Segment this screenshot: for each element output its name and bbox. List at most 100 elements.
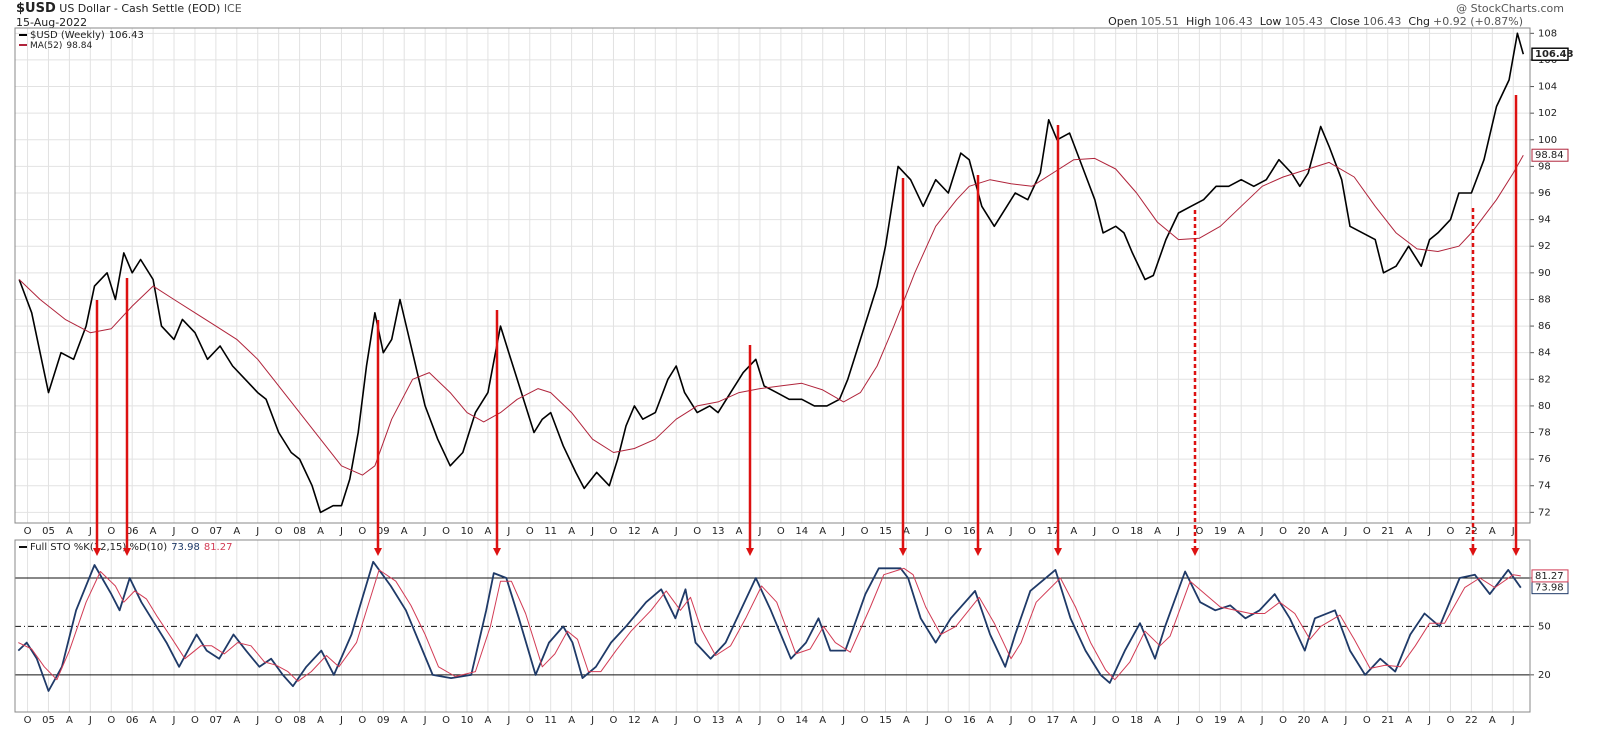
x-tick-label: A (652, 715, 659, 726)
x-tick-label: A (1322, 715, 1329, 726)
quote-label: Low (1259, 15, 1282, 28)
x-tick-label: J (1092, 715, 1096, 726)
x-tick-label: J (590, 526, 594, 537)
y-tick-label: 88 (1538, 294, 1551, 305)
x-tick-label: 19 (1214, 526, 1227, 537)
x-tick-label: O (1028, 715, 1036, 726)
y-tick-label: 78 (1538, 428, 1551, 439)
x-tick-label: O (693, 526, 701, 537)
last-value-tag (1531, 569, 1569, 583)
x-tick-label: O (1447, 526, 1455, 537)
x-tick-label: J (339, 715, 343, 726)
x-tick-label: 06 (126, 526, 139, 537)
quote-value: 106.43 (1362, 15, 1402, 28)
legend-name: MA(52) (30, 41, 62, 51)
x-tick-label: O (191, 526, 199, 537)
x-tick-label: J (757, 715, 761, 726)
x-tick-label: A (233, 526, 240, 537)
x-tick-label: A (1238, 715, 1245, 726)
symbol: $USD (16, 1, 56, 16)
x-tick-label: J (674, 715, 678, 726)
quote-value: 105.51 (1140, 15, 1179, 28)
y-tick-label: 94 (1538, 215, 1551, 226)
x-tick-label: J (88, 526, 92, 537)
indicator-title: Full STO %K(12,15) %D(10) 73.98 81.27 (30, 542, 232, 553)
x-tick-label: 06 (126, 715, 139, 726)
x-tick-label: O (777, 526, 785, 537)
quote-value: 106.43 (1214, 15, 1253, 28)
x-tick-label: O (526, 526, 534, 537)
y-tick-label: 50 (1538, 621, 1551, 632)
y-tick-label: 104 (1538, 82, 1557, 93)
x-tick-label: A (66, 526, 73, 537)
y-tick-label: 102 (1538, 108, 1557, 119)
x-tick-label: 07 (210, 715, 223, 726)
x-tick-label: A (484, 715, 491, 726)
indicator-last: 73.98 (171, 542, 200, 553)
x-tick-label: A (736, 715, 743, 726)
quote-label: Close (1329, 15, 1360, 28)
x-tick-label: A (1070, 715, 1077, 726)
quote-label: Chg (1408, 15, 1431, 28)
legend-last: 106.43 (109, 30, 144, 41)
x-tick-label: O (1279, 526, 1287, 537)
x-tick-label: J (1260, 526, 1264, 537)
x-tick-label: A (1405, 526, 1412, 537)
x-tick-label: J (1176, 526, 1180, 537)
quote-label: Open (1108, 15, 1138, 28)
x-tick-label: J (255, 715, 259, 726)
x-tick-label: 15 (879, 526, 892, 537)
quote-label: High (1185, 15, 1212, 28)
x-tick-label: O (610, 526, 618, 537)
x-tick-label: J (172, 715, 176, 726)
x-tick-label: A (150, 526, 157, 537)
x-tick-label: O (861, 715, 869, 726)
x-tick-label: A (317, 715, 324, 726)
x-tick-label: O (610, 715, 618, 726)
x-tick-label: O (1112, 715, 1120, 726)
x-tick-label: 07 (210, 526, 223, 537)
y-tick-label: 20 (1538, 670, 1551, 681)
x-tick-label: O (1028, 526, 1036, 537)
x-tick-label: J (1009, 715, 1013, 726)
x-tick-label: O (1112, 526, 1120, 537)
x-tick-label: A (987, 526, 994, 537)
plot-frame (14, 539, 1531, 713)
x-tick-label: J (172, 526, 176, 537)
x-tick-label: O (275, 526, 283, 537)
x-tick-label: 21 (1381, 715, 1394, 726)
last-value-label: 81.27 (1535, 571, 1564, 582)
x-tick-label: J (1511, 715, 1515, 726)
x-tick-label: 17 (1047, 526, 1060, 537)
x-tick-label: O (191, 715, 199, 726)
x-tick-label: A (1322, 526, 1329, 537)
x-tick-label: J (1511, 526, 1515, 537)
y-tick-label: 84 (1538, 348, 1551, 359)
y-tick-label: 82 (1538, 374, 1551, 385)
x-tick-label: O (1363, 526, 1371, 537)
x-tick-label: O (693, 715, 701, 726)
x-tick-label: 22 (1465, 526, 1478, 537)
x-tick-label: O (24, 715, 32, 726)
x-tick-label: O (1195, 526, 1203, 537)
x-tick-label: 14 (795, 715, 808, 726)
x-tick-label: O (1279, 715, 1287, 726)
x-tick-label: O (24, 526, 32, 537)
y-tick-label: 96 (1538, 188, 1551, 199)
x-tick-label: 11 (544, 715, 557, 726)
x-tick-label: J (339, 526, 343, 537)
x-tick-label: O (1195, 715, 1203, 726)
annotation-arrows (93, 95, 1520, 556)
x-tick-label: 19 (1214, 715, 1227, 726)
quote-value: 105.43 (1284, 15, 1323, 28)
x-tick-label: O (107, 715, 115, 726)
legend-last: 98.84 (66, 41, 92, 51)
x-tick-label: J (925, 526, 929, 537)
x-tick-label: A (401, 715, 408, 726)
x-tick-label: O (944, 715, 952, 726)
x-tick-label: 22 (1465, 715, 1478, 726)
x-tick-label: J (1176, 715, 1180, 726)
header-left: $USD US Dollar - Cash Settle (EOD) ICE (16, 1, 242, 16)
